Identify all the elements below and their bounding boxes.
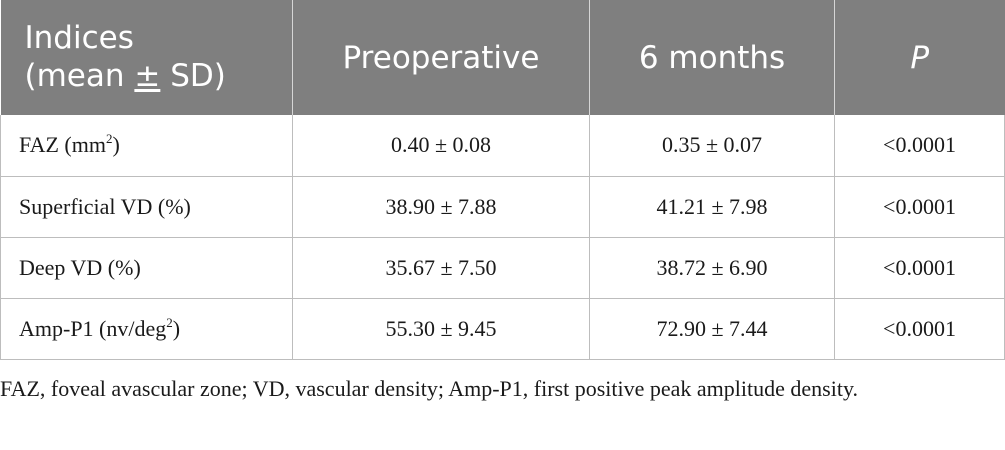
row-label: Deep VD (%) (0, 237, 293, 299)
row-label-post: ) (112, 132, 120, 158)
cell-six-months: 72.90 ± 7.44 (589, 298, 835, 360)
results-table-container: Indices (mean ± SD) Preoperative 6 month… (0, 0, 1005, 360)
header-p-value: P (834, 0, 1005, 115)
cell-six-months: 0.35 ± 0.07 (589, 115, 835, 177)
row-label-post: ) (172, 315, 181, 341)
cell-preoperative: 35.67 ± 7.50 (292, 237, 590, 299)
cell-p-value: <0.0001 (834, 115, 1005, 177)
header-indices-line1: Indices (24, 19, 134, 56)
row-label-text: Superficial VD (%) (19, 193, 191, 219)
row-label-text: Deep VD (%) (19, 254, 141, 280)
cell-p-value: <0.0001 (834, 176, 1005, 238)
header-indices: Indices (mean ± SD) (0, 0, 293, 115)
table-row: Deep VD (%) 35.67 ± 7.50 38.72 ± 6.90 <0… (0, 237, 1005, 299)
table-row: Superficial VD (%) 38.90 ± 7.88 41.21 ± … (0, 176, 1005, 238)
row-label: Superficial VD (%) (0, 176, 293, 238)
row-label-text: FAZ (mm (19, 132, 106, 158)
cell-preoperative: 0.40 ± 0.08 (292, 115, 590, 177)
row-label-text: Amp-P1 (nv/deg (19, 315, 167, 341)
cell-preoperative: 38.90 ± 7.88 (292, 176, 590, 238)
cell-p-value: <0.0001 (834, 298, 1005, 360)
row-label-sup: 2 (105, 131, 113, 147)
header-indices-line2-pre: (mean (24, 57, 135, 94)
row-label: FAZ (mm2) (0, 115, 293, 177)
row-label: Amp-P1 (nv/deg2) (0, 298, 293, 360)
header-row: Indices (mean ± SD) Preoperative 6 month… (0, 0, 1005, 115)
table-body: FAZ (mm2) 0.40 ± 0.08 0.35 ± 0.07 <0.000… (0, 115, 1005, 360)
row-label-sup: 2 (166, 314, 173, 330)
header-indices-pm: ± (134, 57, 161, 94)
cell-six-months: 41.21 ± 7.98 (589, 176, 835, 238)
table-row: FAZ (mm2) 0.40 ± 0.08 0.35 ± 0.07 <0.000… (0, 115, 1005, 177)
cell-six-months: 38.72 ± 6.90 (589, 237, 835, 299)
table-row: Amp-P1 (nv/deg2) 55.30 ± 9.45 72.90 ± 7.… (0, 298, 1005, 360)
cell-p-value: <0.0001 (834, 237, 1005, 299)
table-header: Indices (mean ± SD) Preoperative 6 month… (0, 0, 1005, 115)
table-footnote: FAZ, foveal avascular zone; VD, vascular… (0, 376, 859, 401)
header-indices-line2-post: SD) (160, 57, 226, 94)
results-table: Indices (mean ± SD) Preoperative 6 month… (0, 0, 1005, 360)
cell-preoperative: 55.30 ± 9.45 (292, 298, 590, 360)
header-six-months: 6 months (589, 0, 835, 115)
header-preoperative: Preoperative (292, 0, 590, 115)
